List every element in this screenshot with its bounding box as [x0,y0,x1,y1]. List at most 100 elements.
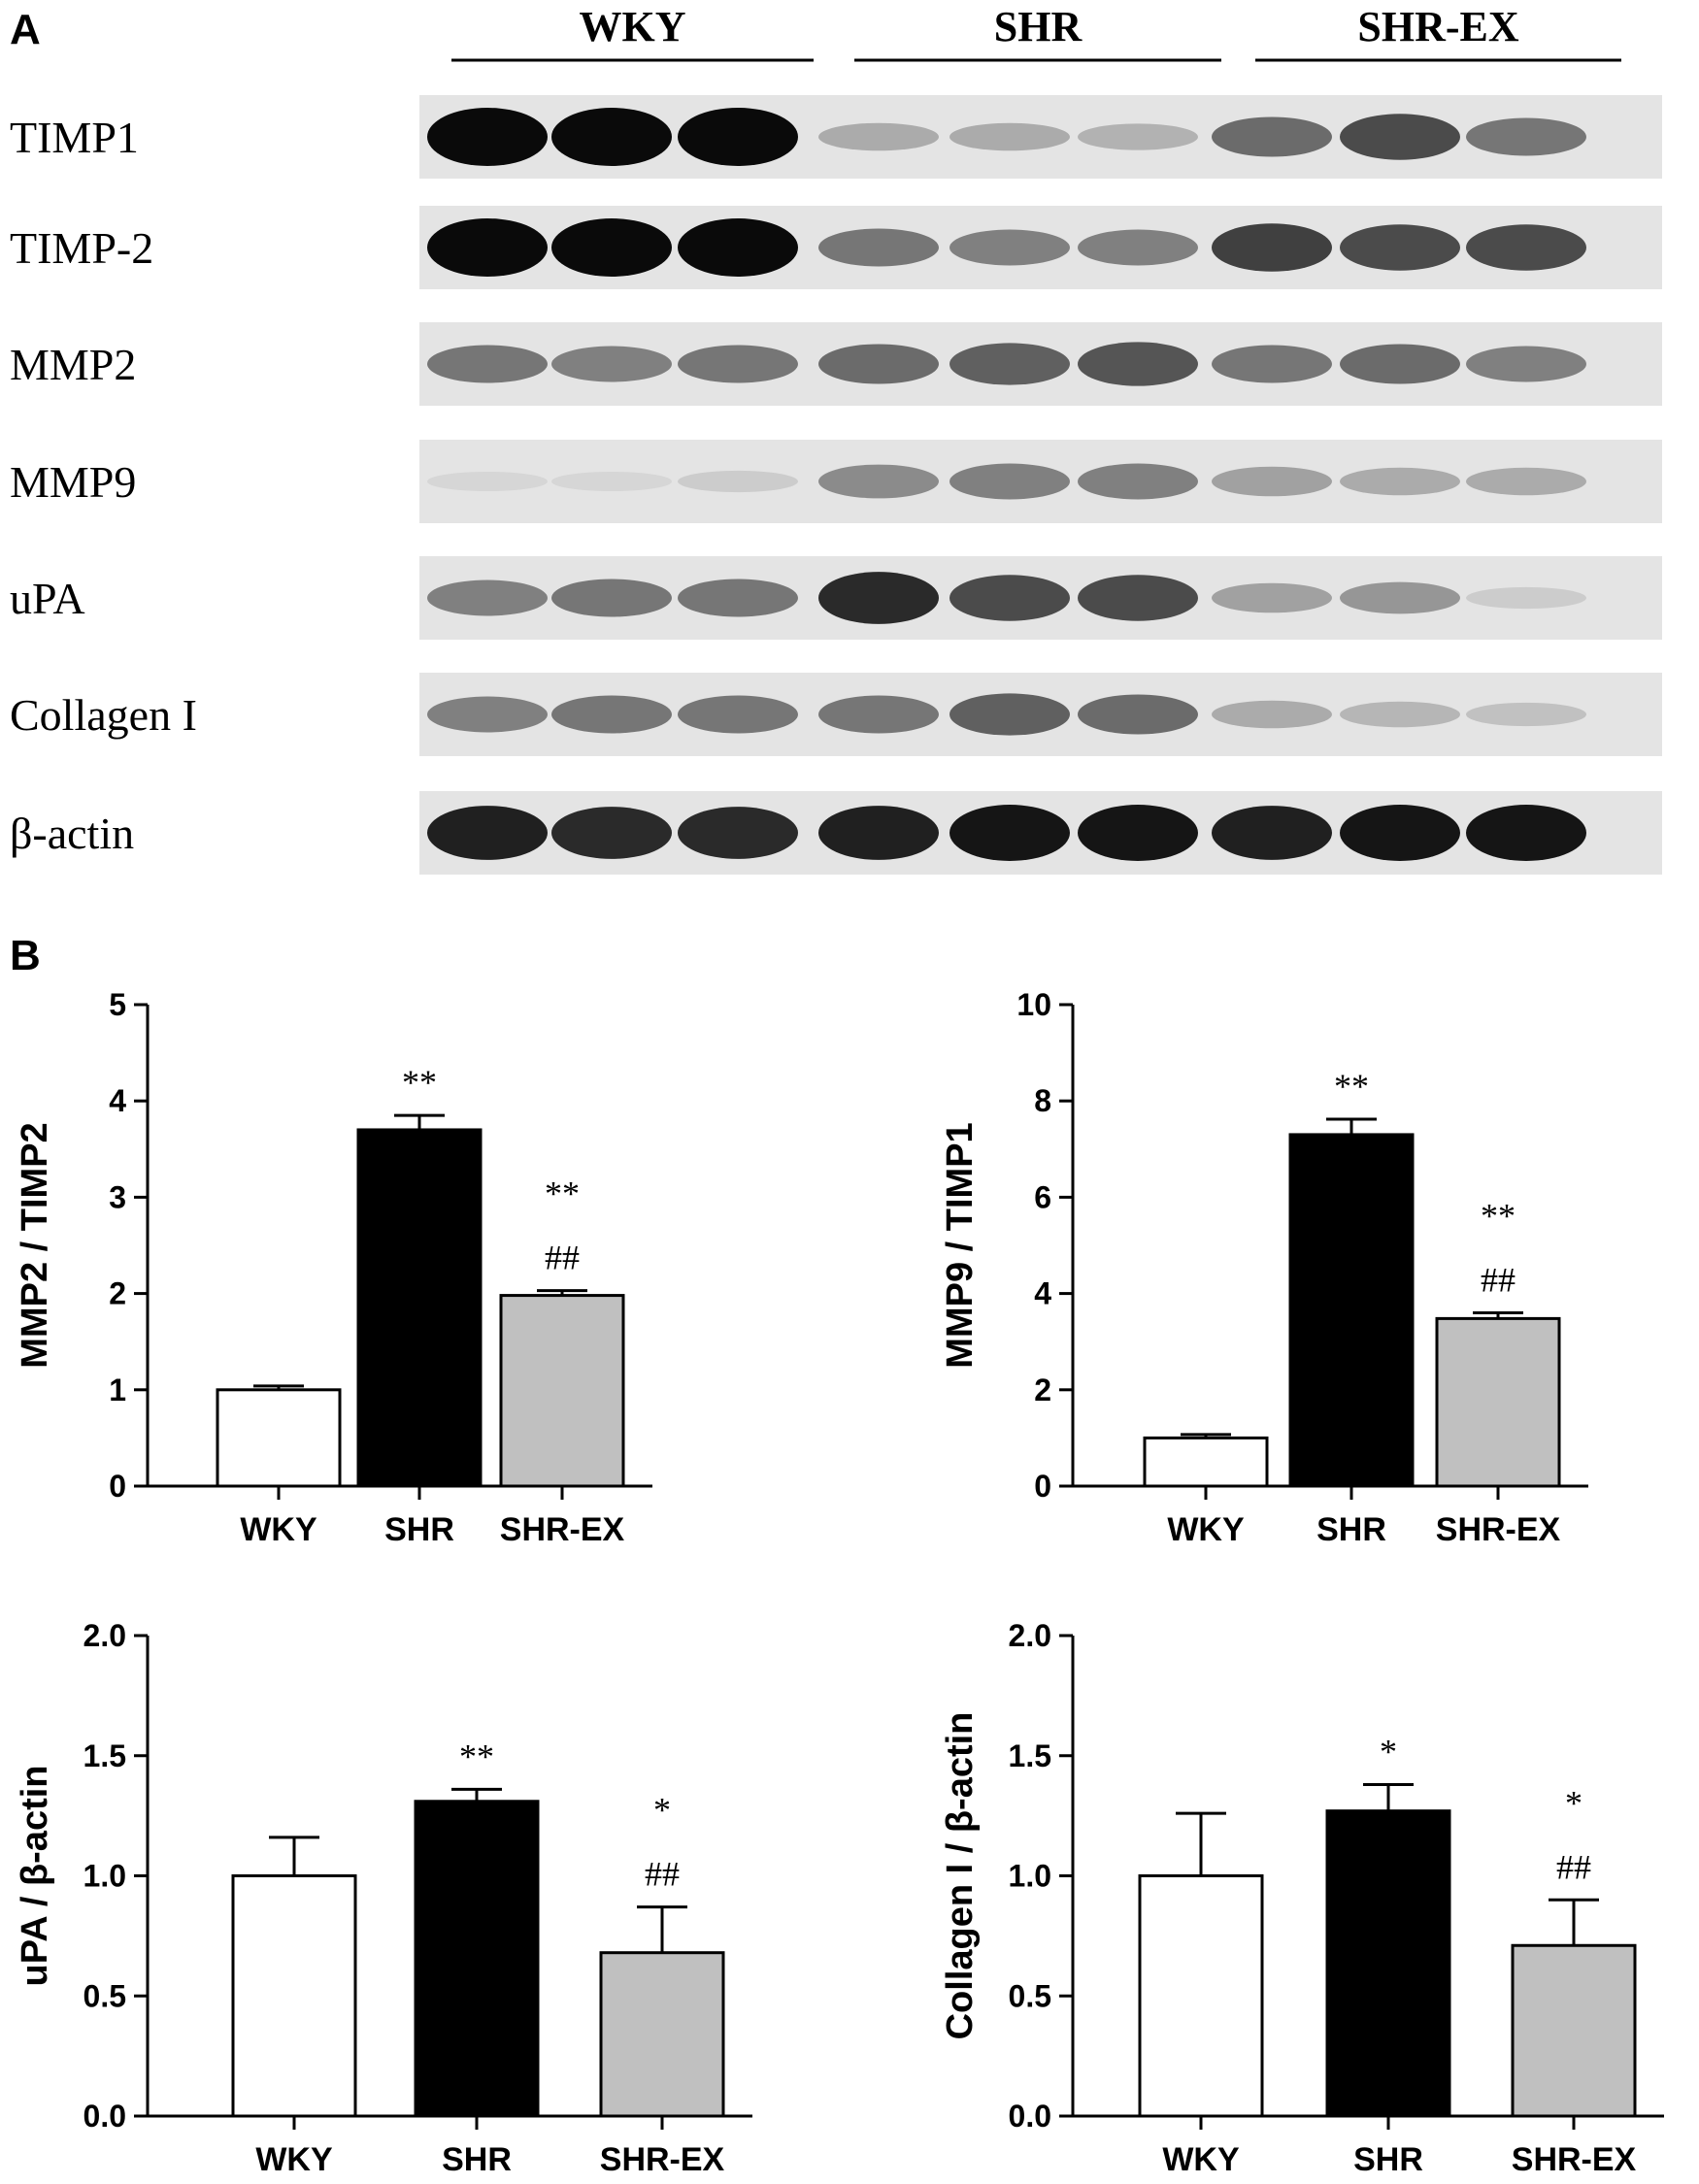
blot-band [1340,344,1460,384]
y-tick-label: 0 [1034,1469,1051,1504]
y-tick-label: 1.0 [1009,1859,1051,1894]
significance-mark: ## [545,1239,580,1277]
row-label: TIMP1 [10,113,139,162]
blot-band [818,228,939,267]
y-tick-label: 6 [1034,1179,1051,1214]
blot-band [678,108,798,166]
significance-mark: ** [402,1063,437,1102]
group-label: WKY [580,3,686,50]
blot-band [949,122,1070,151]
blot-band [1466,805,1586,861]
x-tick-label: SHR [1353,2141,1423,2178]
chart-mmp9-timp1: 0 2 4 6 8 10 MMP9 / TIMP1 WKY SHR ** SHR-EX ** ## [940,987,1588,1548]
y-tick-label: 0.5 [1009,1978,1051,2013]
blot-band [1340,581,1460,614]
bar [1143,1436,1269,1488]
row-label: β-actin [10,809,134,858]
blot-band [678,345,798,383]
x-tick-label: SHR [384,1511,454,1548]
blot-band [427,345,548,383]
blot-band [678,470,798,493]
blot-band [1466,117,1586,156]
blot-band [678,695,798,734]
y-tick-label: 1 [109,1373,126,1407]
y-axis-label: Collagen I / β-actin [940,1712,981,2040]
significance-mark: ** [1481,1196,1516,1235]
blot-band [1340,114,1460,160]
blot-band [949,229,1070,266]
blot-band [818,572,939,624]
blot-band [818,122,939,151]
bar [1325,1809,1451,2118]
y-tick-label: 1.0 [83,1859,126,1894]
blot-band [818,344,939,384]
blot-band [1078,342,1198,386]
x-tick-label: SHR-EX [600,2141,725,2178]
blot-band [1466,702,1586,727]
blot-band [427,806,548,860]
row-label: uPA [10,574,85,623]
y-tick-label: 3 [109,1179,126,1214]
y-axis-label: uPA / β-actin [15,1766,55,1987]
bar [1288,1133,1415,1488]
y-axis-label: MMP2 / TIMP2 [15,1122,55,1368]
blot-band [949,575,1070,621]
bar [414,1800,540,2118]
x-tick-label: SHR-EX [500,1511,625,1548]
blot-band [1212,116,1332,157]
blot-band [678,579,798,617]
blot-row: TIMP1 [10,95,1662,179]
x-tick-label: SHR [442,2141,512,2178]
blot-band [1078,694,1198,735]
western-blot-panel: WKY SHR SHR-EX TIMP1 TIMP-2 MMP2 MMP9 uPA Collag… [10,3,1662,875]
blot-band [551,346,672,382]
blot-band [1212,466,1332,497]
y-tick-label: 2 [109,1276,126,1311]
panel-a-label: A [10,6,41,53]
bar [599,1951,725,2118]
blot-band [678,807,798,859]
blot-band [949,805,1070,861]
x-tick-label: SHR [1316,1511,1386,1548]
x-tick-label: SHR-EX [1512,2141,1637,2178]
blot-band [949,343,1070,385]
blot-band [1078,575,1198,621]
blot-band [1212,700,1332,729]
blot-row: MMP2 [10,322,1662,406]
y-tick-label: 2 [1034,1373,1051,1407]
y-tick-label: 1.5 [83,1738,126,1773]
significance-mark: ** [1334,1067,1369,1106]
bar [1435,1316,1561,1488]
y-tick-label: 1.5 [1009,1738,1051,1773]
chart-mmp2-timp2: 0 1 2 3 4 5 MMP2 / TIMP2 WKY SHR ** SHR-EX ** ## [15,987,652,1548]
blot-band [949,693,1070,736]
x-tick-label: WKY [1167,1511,1245,1548]
x-tick-label: WKY [1162,2141,1240,2178]
significance-mark: ** [545,1175,580,1213]
significance-mark: * [1565,1783,1582,1822]
blot-row: uPA [10,556,1662,640]
blot-band [551,695,672,734]
blot-band [1078,229,1198,266]
y-tick-label: 0 [109,1469,126,1504]
blot-band [1340,467,1460,496]
blot-row: β-actin [10,791,1662,875]
blot-band [1466,224,1586,271]
bar [1138,1874,1264,2118]
blot-band [1466,586,1586,610]
blot-band [678,218,798,277]
x-tick-label: WKY [240,1511,317,1548]
blot-band [949,463,1070,500]
blot-band [1340,224,1460,271]
x-tick-label: SHR-EX [1436,1511,1561,1548]
row-label: Collagen I [10,690,197,740]
blot-band [427,471,548,492]
blot-band [1466,346,1586,382]
group-label: SHR [994,3,1083,50]
chart-collagen-actin: 0.0 0.5 1.0 1.5 2.0 Collagen I / β-actin WKY SH… [940,1618,1664,2178]
significance-mark: ## [1481,1260,1516,1299]
blot-band [551,471,672,492]
significance-mark: * [1380,1732,1397,1770]
blot-band [1078,123,1198,150]
blot-band [551,579,672,617]
